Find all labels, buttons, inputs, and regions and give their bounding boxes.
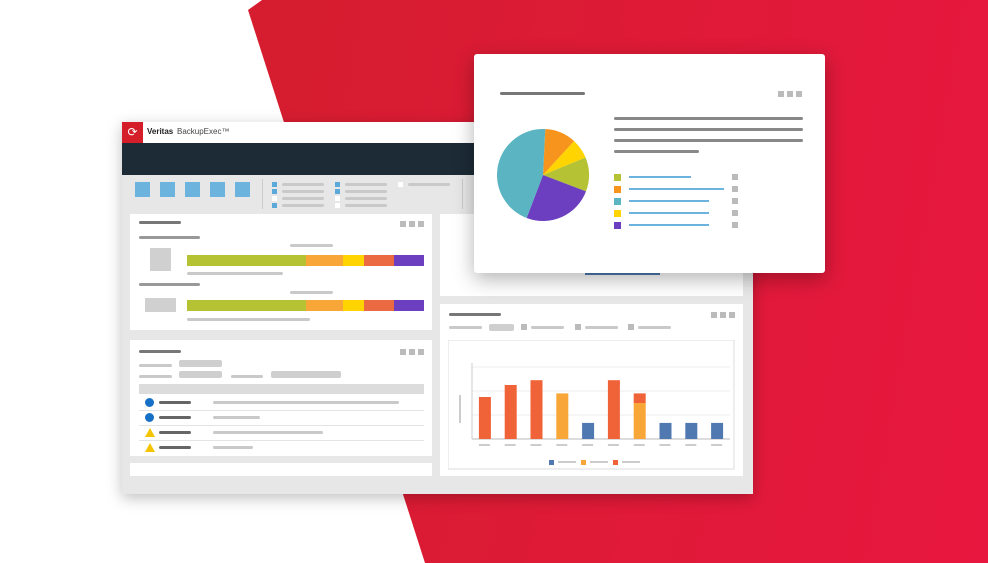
bar[interactable]: [633, 403, 646, 439]
toolbar-button[interactable]: [160, 182, 175, 197]
bar[interactable]: [582, 422, 595, 439]
bar[interactable]: [504, 385, 517, 439]
filter-dropdown[interactable]: [271, 371, 341, 378]
info-circle-icon: [145, 398, 154, 407]
x-tick-label: [478, 444, 490, 446]
plot-area: [448, 340, 735, 470]
legend-swatch: [614, 198, 621, 205]
product-name: BackupExec™: [177, 127, 230, 136]
filter-dropdown[interactable]: [179, 371, 222, 378]
legend-swatch: [613, 460, 618, 465]
bar[interactable]: [530, 380, 543, 439]
x-tick-label: [685, 444, 697, 446]
device-thumbnail: [145, 298, 176, 312]
panel: [130, 463, 432, 476]
pie-chart: [497, 129, 589, 221]
x-tick-label: [556, 444, 568, 446]
x-tick-label: [607, 444, 619, 446]
bar[interactable]: [556, 393, 569, 439]
bar[interactable]: [685, 422, 698, 439]
legend-label: [622, 461, 640, 463]
divider: [262, 179, 263, 209]
bar-segment: [363, 255, 395, 266]
bar[interactable]: [711, 422, 724, 439]
toolbar-button[interactable]: [210, 182, 225, 197]
bar-segment: [305, 300, 344, 311]
bar-chart-panel: [440, 304, 743, 476]
bar-segment: [187, 300, 306, 311]
toolbar-button[interactable]: [235, 182, 250, 197]
info-circle-icon: [145, 413, 154, 422]
storage-usage-bar: [187, 300, 424, 311]
legend-swatch: [549, 460, 554, 465]
pie-slice[interactable]: [526, 175, 586, 221]
legend-swatch: [614, 174, 621, 181]
toolbar: [122, 175, 753, 212]
bar-segment: [394, 255, 424, 266]
pie-slice[interactable]: [543, 129, 575, 175]
x-tick-label: [659, 444, 671, 446]
bar-segment: [343, 300, 364, 311]
legend-label: [558, 461, 576, 463]
bar[interactable]: [607, 380, 620, 439]
pie-slice[interactable]: [543, 157, 589, 192]
y-axis-label: [459, 395, 461, 423]
x-tick-label: [582, 444, 594, 446]
veritas-logo-icon: ⟳: [122, 122, 143, 143]
bar-chart: [448, 340, 735, 470]
bar-segment: [343, 255, 364, 266]
checkbox[interactable]: [521, 324, 527, 330]
legend-swatch: [614, 210, 621, 217]
checkbox[interactable]: [628, 324, 634, 330]
x-tick-label: [530, 444, 542, 446]
bar-segment: [394, 300, 424, 311]
alerts-panel: [130, 340, 432, 456]
bar-segment: [305, 255, 344, 266]
toolbar-button[interactable]: [185, 182, 200, 197]
toolbar-button[interactable]: [135, 182, 150, 197]
pie-slice[interactable]: [497, 129, 546, 218]
x-tick-label: [633, 444, 645, 446]
job-progress-panel: [130, 214, 432, 330]
storage-usage-bar: [187, 255, 424, 266]
table-header: [139, 384, 424, 394]
x-tick-label: [504, 444, 516, 446]
filter-button[interactable]: [489, 324, 514, 331]
bar[interactable]: [478, 397, 491, 439]
legend-swatch: [581, 460, 586, 465]
bar-segment: [187, 255, 306, 266]
legend-label: [590, 461, 608, 463]
pie-chart-card: [474, 54, 825, 273]
legend-swatch: [614, 186, 621, 193]
filter-dropdown[interactable]: [179, 360, 222, 367]
pie-slice[interactable]: [543, 141, 586, 175]
legend-swatch: [614, 222, 621, 229]
warning-triangle-icon: [145, 443, 155, 452]
checkbox[interactable]: [575, 324, 581, 330]
device-thumbnail: [150, 248, 171, 271]
x-tick-label: [711, 444, 723, 446]
warning-triangle-icon: [145, 428, 155, 437]
bar-segment: [363, 300, 395, 311]
bar[interactable]: [659, 422, 672, 439]
bar[interactable]: [633, 393, 646, 403]
brand-name: Veritas: [147, 127, 174, 136]
